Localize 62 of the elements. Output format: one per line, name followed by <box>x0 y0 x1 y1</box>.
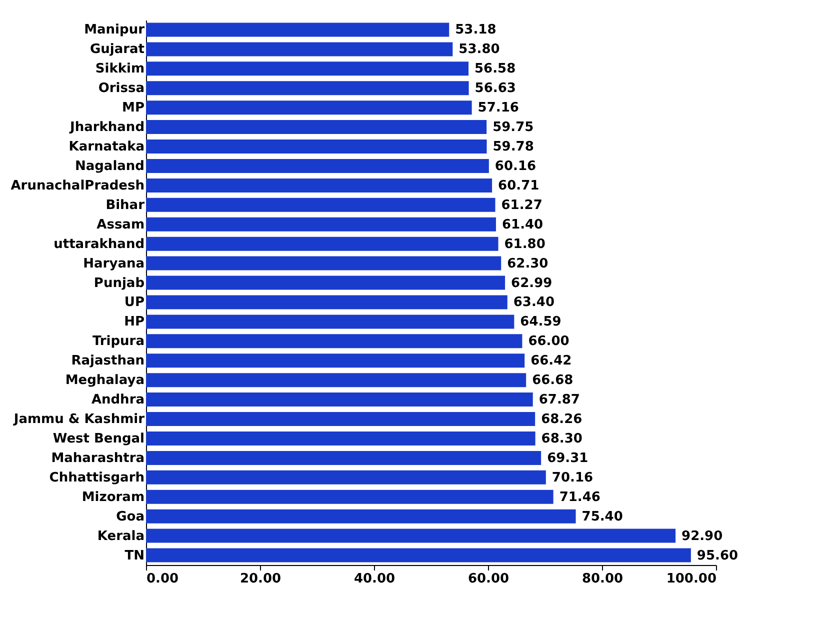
y-tick-label: Jammu & Kashmir <box>12 412 146 428</box>
data-label: 95.60 <box>696 548 738 564</box>
data-label: 57.16 <box>478 100 519 116</box>
data-label: 66.00 <box>528 334 570 350</box>
y-tick-label: Andhra <box>91 392 144 408</box>
data-label: 62.99 <box>511 276 552 291</box>
data-label: 67.87 <box>538 392 580 408</box>
y-tick-label: West Bengal <box>52 431 144 446</box>
y-tick-label: TN <box>124 548 144 564</box>
x-tick-label: 0.00 <box>146 572 179 586</box>
y-tick-label: Maharashtra <box>51 450 144 466</box>
y-tick-label: HP <box>124 314 144 330</box>
data-label: 66.42 <box>530 354 572 369</box>
x-tick-label: 80.00 <box>582 572 624 586</box>
y-tick-label: Meghalaya <box>65 373 144 388</box>
data-label: 61.40 <box>502 217 544 232</box>
data-label: 60.16 <box>494 158 536 174</box>
y-tick-label: Bihar <box>106 198 146 213</box>
y-tick-label: Kerala <box>97 528 144 544</box>
x-tick-label: 20.00 <box>240 572 282 586</box>
data-label: 56.58 <box>474 62 516 77</box>
y-tick-label: UP <box>124 295 144 310</box>
y-tick-label: Haryana <box>83 256 144 272</box>
x-tick-label: 40.00 <box>354 572 396 586</box>
y-tick-label: Mizoram <box>82 490 144 505</box>
y-tick-label: Gujarat <box>90 42 144 58</box>
y-tick-label: Goa <box>116 509 144 524</box>
data-label: 62.30 <box>507 256 548 272</box>
data-label: 59.78 <box>492 140 534 155</box>
y-tick-label: Jharkhand <box>68 120 144 136</box>
data-label: 69.31 <box>547 450 588 466</box>
x-tick-label: 100.00 <box>666 572 716 586</box>
y-tick-label: MP <box>122 100 144 116</box>
y-tick-label: uttarakhand <box>54 236 144 252</box>
data-label: 92.90 <box>682 528 723 544</box>
data-label: 70.16 <box>552 470 594 486</box>
data-label: 59.75 <box>492 120 534 136</box>
data-label: 61.80 <box>504 236 546 252</box>
data-label: 71.46 <box>559 490 600 505</box>
data-label: 53.80 <box>458 42 500 58</box>
y-tick-label: Nagaland <box>74 158 144 174</box>
data-label: 60.71 <box>498 178 540 194</box>
data-label: 66.68 <box>532 373 574 388</box>
y-tick-label: Orissa <box>98 81 144 96</box>
y-tick-label: Punjab <box>94 276 144 291</box>
data-label: 56.63 <box>474 81 516 96</box>
y-tick-label: Chhattisgarh <box>49 470 144 486</box>
data-label: 75.40 <box>582 509 623 524</box>
x-tick-label: 60.00 <box>468 572 510 586</box>
data-label: 61.27 <box>501 198 542 213</box>
data-label: 63.40 <box>513 295 555 310</box>
y-tick-label: Tripura <box>92 334 144 350</box>
data-label: 53.18 <box>455 22 496 38</box>
y-tick-label: Manipur <box>84 22 146 38</box>
y-tick-label: Sikkim <box>95 62 144 77</box>
y-tick-label: Karnataka <box>68 140 144 155</box>
data-label: 68.30 <box>541 431 582 446</box>
y-tick-label: ArunachalPradesh <box>10 178 144 194</box>
y-tick-label: Rajasthan <box>71 354 144 369</box>
data-label: 68.26 <box>541 412 582 428</box>
data-label: 64.59 <box>520 314 562 330</box>
y-tick-label: Assam <box>96 217 144 232</box>
